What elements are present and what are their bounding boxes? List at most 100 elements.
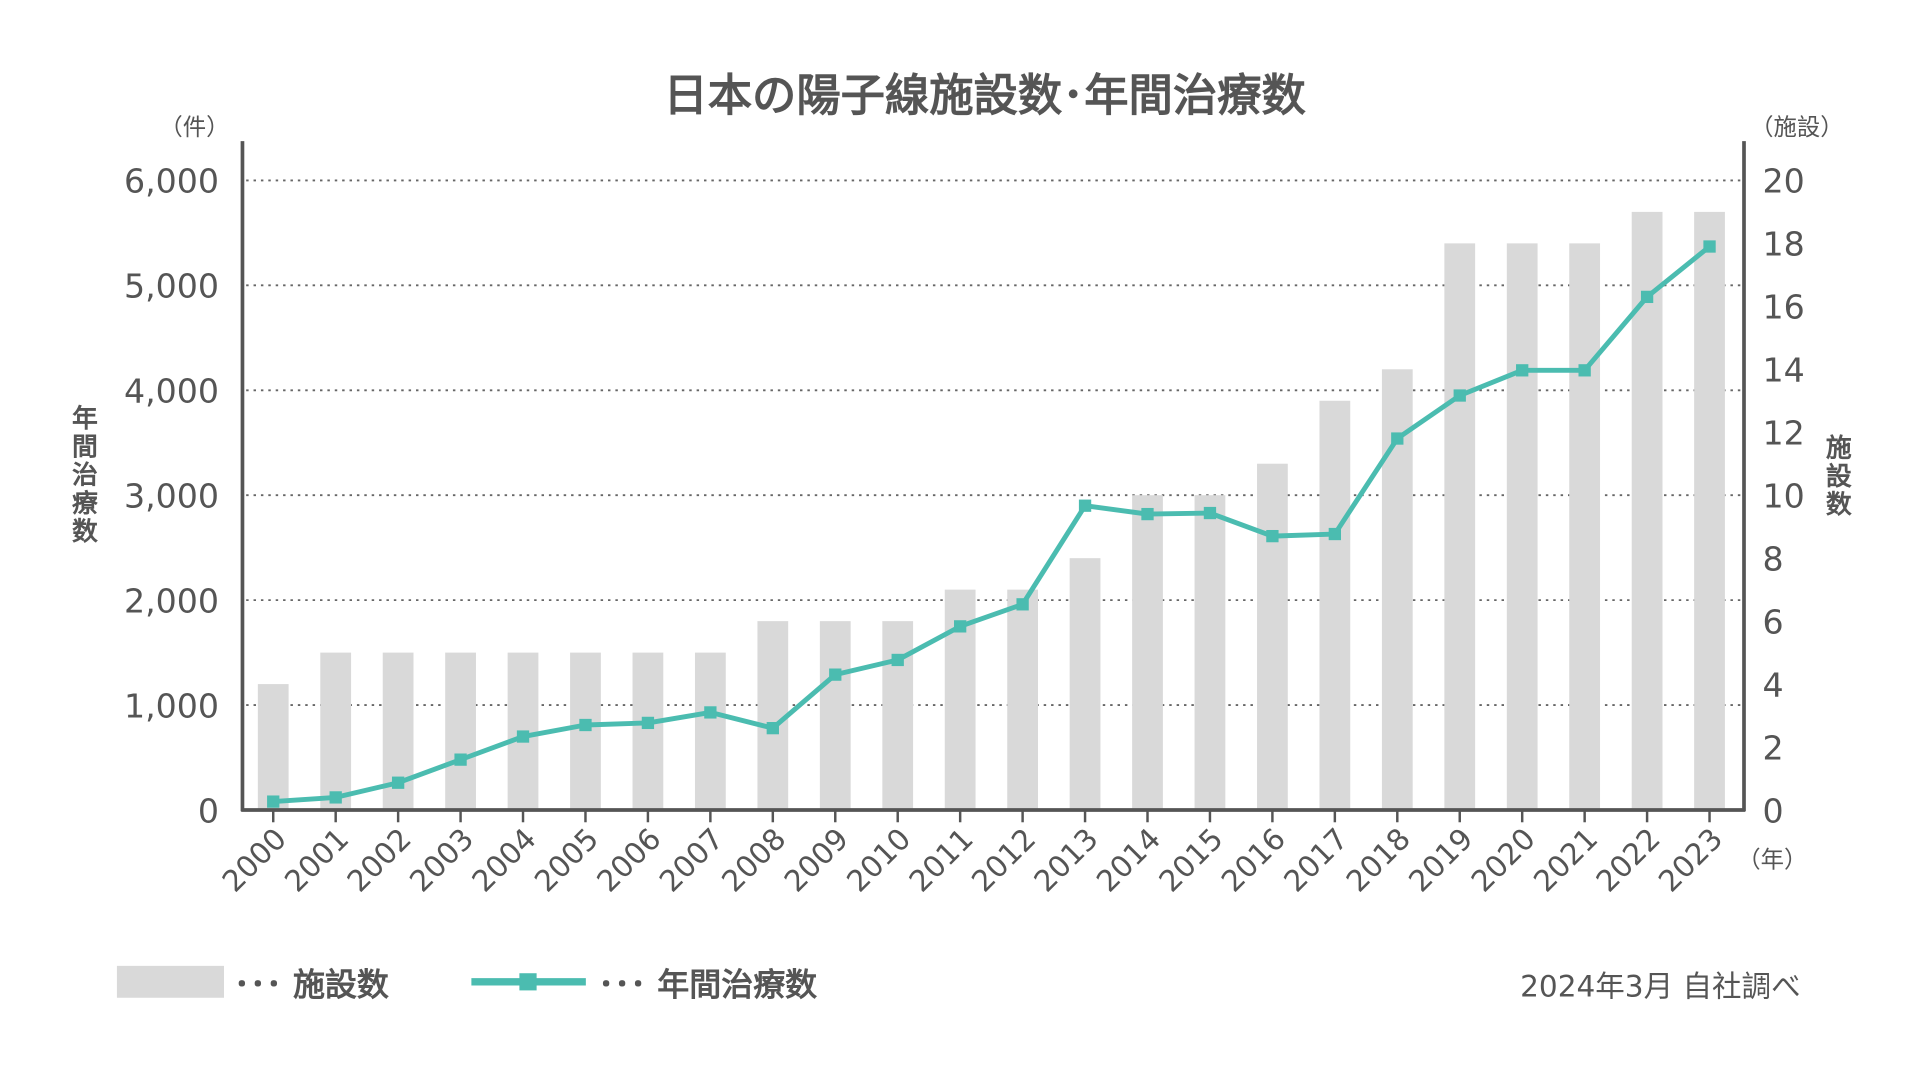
bars: [257, 211, 1725, 811]
line-point: [329, 791, 342, 804]
x-tick-label: 2016: [1215, 822, 1292, 899]
right-tick-label: 18: [1762, 225, 1804, 264]
left-tick-label: 2,000: [124, 581, 219, 620]
bar: [257, 684, 289, 810]
line-point: [891, 653, 904, 667]
line-point: [579, 718, 592, 732]
axis-title-char: 数: [72, 517, 98, 547]
left-axis-title: 年間治療数: [72, 403, 98, 547]
line-point: [641, 716, 655, 730]
line-point: [1266, 529, 1279, 543]
x-tick-label: 2008: [715, 822, 792, 899]
legend-bar-label: ･･･ 施設数: [234, 965, 389, 1003]
x-tick-label: 2020: [1465, 822, 1542, 899]
axis-title-char: 間: [72, 432, 98, 462]
x-tick-label: 2001: [278, 822, 355, 899]
line-point: [1516, 364, 1529, 377]
axis-title-char: 設: [1826, 461, 1852, 492]
bar: [1069, 558, 1101, 810]
right-tick-label: 6: [1762, 602, 1783, 641]
right-tick-label: 14: [1762, 351, 1804, 390]
left-tick-label: 4,000: [124, 372, 219, 411]
bar: [1506, 243, 1538, 811]
line-point: [1203, 506, 1217, 520]
axis-title-char: 療: [72, 489, 98, 519]
line-point: [954, 620, 967, 633]
x-tick-label: 2000: [216, 822, 293, 899]
left-tick-label: 0: [198, 791, 219, 830]
line-point: [1578, 364, 1591, 377]
right-tick-label: 0: [1762, 791, 1783, 830]
x-tick-label: 2004: [466, 822, 543, 899]
bar: [1257, 463, 1288, 810]
x-tick-label: 2003: [403, 822, 480, 899]
bar: [757, 621, 789, 810]
gridlines: [246, 179, 1742, 706]
bar: [1194, 495, 1226, 810]
x-tick-label: 2012: [965, 822, 1042, 899]
x-tick-label: 2013: [1028, 822, 1105, 899]
x-tick-label: 2018: [1340, 822, 1417, 899]
bar: [632, 652, 664, 810]
left-tick-label: 3,000: [124, 477, 219, 516]
legend-bar-swatch: [116, 965, 224, 998]
right-tick-label: 8: [1762, 539, 1783, 578]
line-point: [1328, 527, 1342, 541]
line-path: [273, 244, 1712, 805]
left-tick-label: 1,000: [124, 686, 219, 725]
line-point: [1016, 598, 1029, 611]
right-axis-title: 施設数: [1826, 433, 1852, 520]
bar: [445, 652, 476, 810]
x-tick-label: 2009: [778, 822, 855, 899]
line-point: [704, 706, 717, 719]
source-note: 2024年3月 自社調べ: [1520, 970, 1800, 1004]
axis-title-char: 施: [1826, 433, 1852, 464]
right-tick-label: 12: [1762, 414, 1804, 453]
x-tick-label: 2011: [903, 822, 980, 899]
line-point: [1141, 507, 1154, 521]
line-series: [267, 240, 1716, 808]
bar: [1694, 211, 1725, 811]
line-point: [516, 730, 530, 743]
line-point: [1640, 290, 1654, 304]
bar: [819, 621, 851, 810]
legend-line-marker: [519, 973, 537, 991]
left-tick-label: 5,000: [124, 267, 219, 306]
x-tick-label: 2015: [1152, 822, 1229, 899]
x-tick-label: 2017: [1277, 822, 1354, 899]
bar: [320, 652, 352, 810]
bar: [1319, 400, 1351, 810]
x-tick-label: 2022: [1590, 822, 1667, 899]
line-point: [1078, 499, 1092, 512]
line-point: [1703, 240, 1716, 253]
line-point: [1453, 389, 1466, 402]
line-point: [766, 722, 779, 735]
line-point: [454, 753, 467, 766]
left-axis-unit: （件）: [159, 113, 229, 141]
line-point: [391, 776, 405, 789]
line-point: [267, 795, 280, 808]
x-tick-label: 2002: [341, 822, 418, 899]
axis-title-char: 治: [72, 461, 98, 491]
bar: [1569, 243, 1601, 811]
bar: [1132, 495, 1163, 810]
bar: [570, 652, 601, 810]
right-tick-label: 20: [1762, 162, 1804, 201]
bar: [882, 621, 914, 810]
bar: [1007, 589, 1038, 810]
right-tick-label: 4: [1762, 665, 1783, 704]
line-point: [829, 668, 842, 681]
x-axis-unit: （年）: [1737, 846, 1807, 874]
x-tick-label: 2021: [1527, 822, 1604, 899]
right-tick-label: 10: [1762, 477, 1804, 516]
axis-title-char: 年: [72, 403, 98, 434]
x-tick-label: 2014: [1090, 822, 1167, 899]
chart-title: 日本の陽子線施設数･年間治療数: [663, 71, 1306, 122]
right-axis-unit: （施設）: [1750, 113, 1844, 141]
left-tick-label: 6,000: [124, 162, 219, 201]
x-tick-label: 2010: [840, 822, 917, 899]
legend-line-label: ･･･ 年間治療数: [598, 965, 817, 1003]
right-tick-label: 2: [1762, 728, 1783, 767]
x-tick-label: 2019: [1402, 822, 1479, 899]
